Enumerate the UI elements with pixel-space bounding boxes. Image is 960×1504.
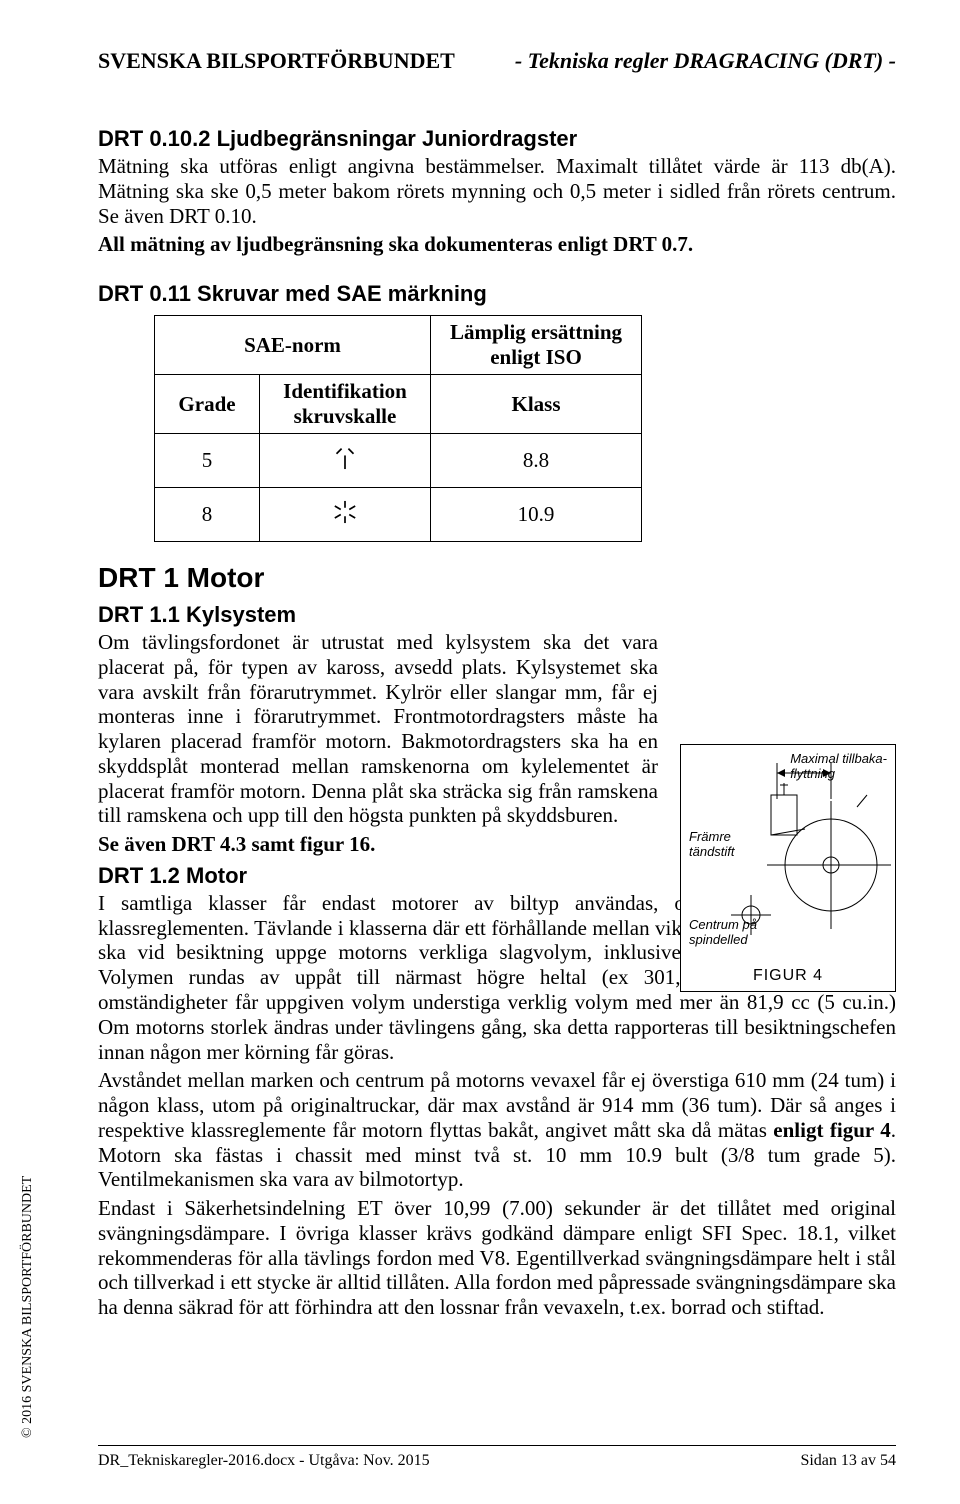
sae-col-saenorm: SAE-norm (155, 316, 431, 375)
fig4-label-top: Maximal tillbaka- flyttning (790, 751, 887, 781)
fig4-label-spark-2: tändstift (689, 844, 735, 859)
sae-col-iso: Lämplig ersättning enligt ISO (431, 316, 642, 375)
para-1-1: Om tävlingsfordonet är utrustat med kyls… (98, 630, 658, 828)
heading-drt-0-10-2: DRT 0.10.2 Ljudbegränsningar Juniordrags… (98, 126, 896, 152)
sae-table: SAE-norm Lämplig ersättning enligt ISO G… (154, 315, 642, 542)
fig4-label-center-2: spindelled (689, 932, 748, 947)
footer-right: Sidan 13 av 54 (800, 1452, 896, 1470)
sae-row2-klass: 10.9 (431, 488, 642, 542)
heading-drt-0-11: DRT 0.11 Skruvar med SAE märkning (98, 281, 896, 307)
fig4-label-center-1: Centrum på (689, 917, 757, 932)
header-left: SVENSKA BILSPORTFÖRBUNDET (98, 48, 455, 74)
page: SVENSKA BILSPORTFÖRBUNDET - Tekniska reg… (0, 0, 960, 1504)
para-0-10-2-a: Mätning ska utföras enligt angivna bestä… (98, 154, 896, 228)
sae-row2-icon (260, 488, 431, 542)
sae-row1-klass: 8.8 (431, 434, 642, 488)
figure-4: Maximal tillbaka- flyttning Främre tänds… (680, 744, 896, 992)
sae-row1-icon (260, 434, 431, 488)
grade8-head-icon (328, 497, 362, 527)
footer-left: DR_Tekniskaregler-2016.docx - Utgåva: No… (98, 1452, 430, 1470)
fig4-label-center: Centrum på spindelled (689, 917, 757, 947)
sae-col-grade: Grade (155, 375, 260, 434)
para-1-2-b: Avståndet mellan marken och centrum på m… (98, 1068, 896, 1192)
sae-col-klass: Klass (431, 375, 642, 434)
para-0-10-2-b: All mätning av ljudbegränsning ska dokum… (98, 232, 896, 257)
para-1-2-b-bold: enligt figur 4 (773, 1118, 890, 1142)
fig4-label-spark: Främre tändstift (689, 829, 735, 859)
fig4-label-spark-1: Främre (689, 829, 731, 844)
fig4-caption: FIGUR 4 (681, 967, 895, 985)
header-right: - Tekniska regler DRAGRACING (DRT) - (515, 48, 896, 74)
heading-drt-1-1: DRT 1.1 Kylsystem (98, 602, 896, 628)
footer-rule (98, 1445, 896, 1446)
heading-drt-1: DRT 1 Motor (98, 562, 896, 594)
footer: DR_Tekniskaregler-2016.docx - Utgåva: No… (98, 1452, 896, 1470)
grade5-head-icon (328, 443, 362, 473)
fig4-label-top-1: Maximal tillbaka- (790, 751, 887, 766)
copyright-vertical: © 2016 SVENSKA BILSPORTFÖRBUNDET (20, 1176, 36, 1438)
sae-row2-grade: 8 (155, 488, 260, 542)
fig4-label-top-2: flyttning (790, 766, 835, 781)
sae-col-ident: Identifikation skruvskalle (260, 375, 431, 434)
sae-row1-grade: 5 (155, 434, 260, 488)
para-1-2-c: Endast i Säkerhetsindelning ET över 10,9… (98, 1196, 896, 1320)
para-1-1-see: Se även DRT 4.3 samt figur 16. (98, 832, 658, 857)
page-header: SVENSKA BILSPORTFÖRBUNDET - Tekniska reg… (98, 48, 896, 74)
